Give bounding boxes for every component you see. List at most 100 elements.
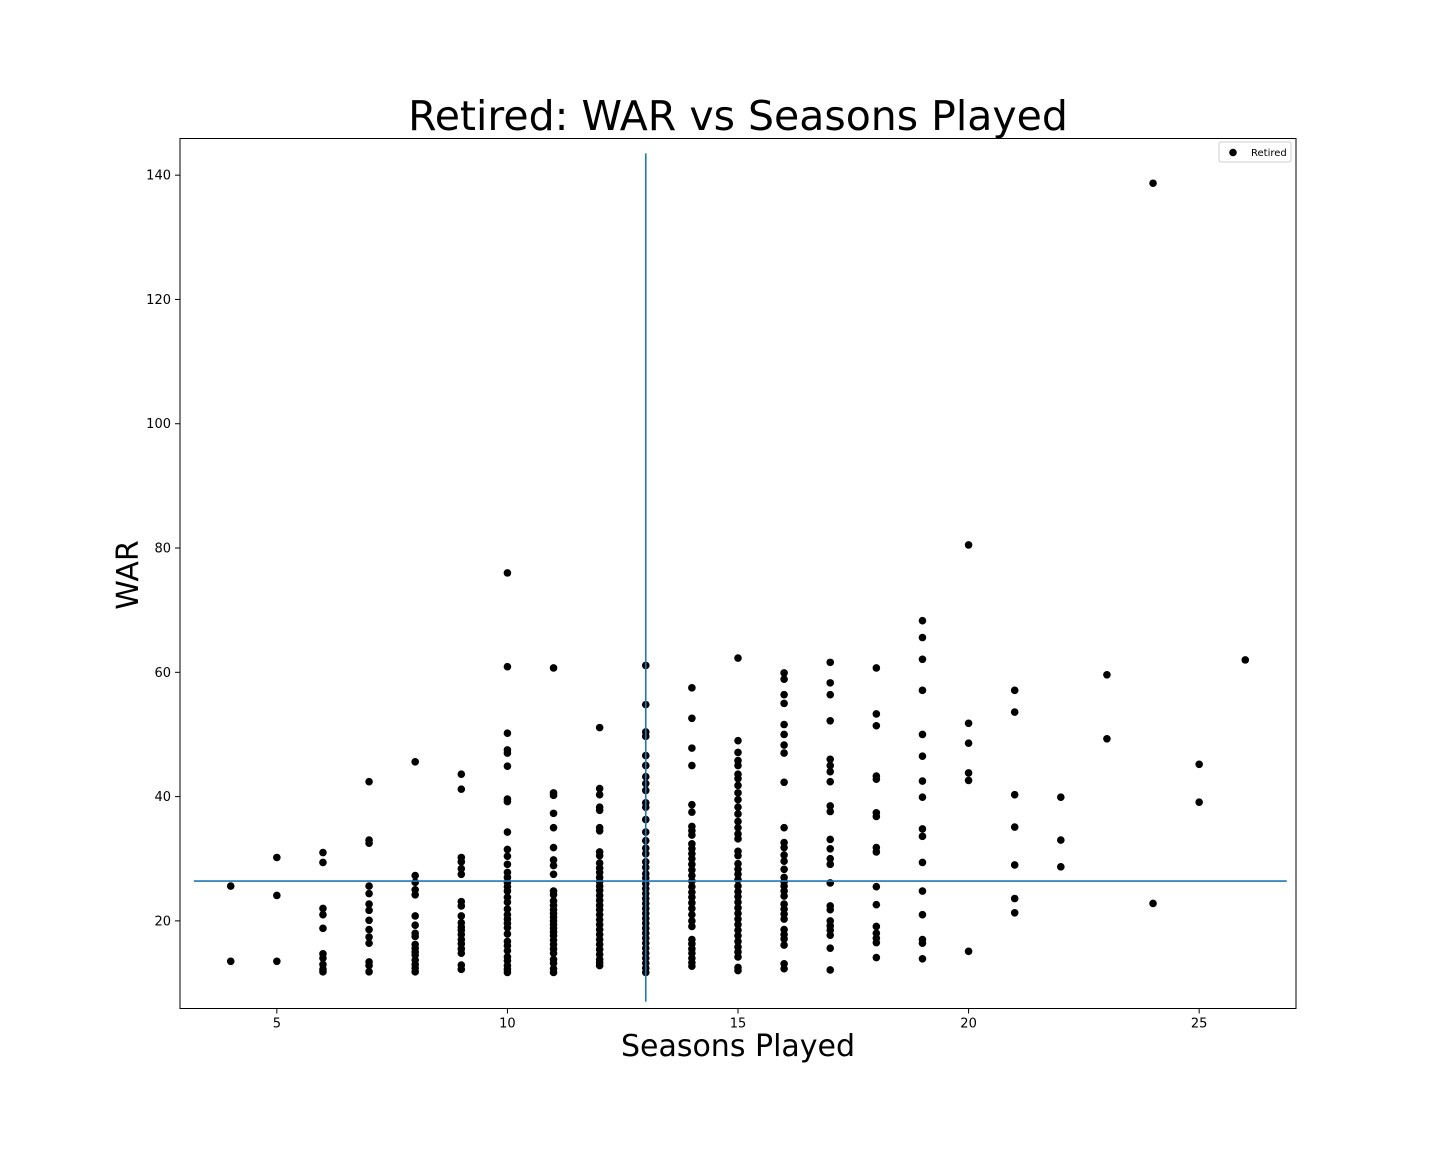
data-point xyxy=(918,633,927,642)
data-point xyxy=(595,826,604,835)
data-point xyxy=(688,904,696,913)
y-tick-label: 140 xyxy=(146,169,171,184)
data-point xyxy=(319,924,327,933)
data-point xyxy=(964,947,973,956)
data-point xyxy=(226,957,235,966)
data-point xyxy=(688,831,696,839)
data-point xyxy=(1103,735,1111,743)
y-tick-label: 120 xyxy=(146,293,171,308)
data-point xyxy=(503,797,512,806)
data-point xyxy=(688,860,696,869)
plot-frame xyxy=(179,138,1297,1009)
data-point xyxy=(457,770,466,779)
data-point xyxy=(273,853,281,862)
data-point xyxy=(964,541,973,549)
data-point xyxy=(457,949,466,957)
data-point xyxy=(872,848,881,856)
data-point xyxy=(688,922,696,931)
data-point xyxy=(688,899,696,907)
data-point xyxy=(918,777,927,785)
data-point xyxy=(826,905,835,914)
y-tick-label: 20 xyxy=(154,914,171,929)
data-point xyxy=(826,679,835,687)
data-point xyxy=(688,808,696,816)
data-point xyxy=(1010,686,1019,695)
data-point xyxy=(688,684,696,692)
data-point xyxy=(918,887,927,895)
data-point xyxy=(1195,798,1203,806)
data-point xyxy=(549,959,558,967)
data-point xyxy=(411,871,419,880)
x-axis-label: Seasons Played xyxy=(621,1029,855,1064)
data-point xyxy=(688,871,696,880)
data-point xyxy=(319,968,327,976)
data-point xyxy=(826,944,835,953)
data-point xyxy=(549,664,558,672)
data-point xyxy=(780,851,788,859)
data-point xyxy=(688,800,696,809)
data-point xyxy=(503,968,512,977)
data-point xyxy=(734,795,742,804)
data-point xyxy=(549,890,558,899)
data-point xyxy=(365,839,373,847)
data-point xyxy=(319,848,327,857)
data-point xyxy=(734,909,742,918)
data-point xyxy=(595,784,604,793)
data-point xyxy=(411,921,419,930)
legend-label: Retired xyxy=(1251,148,1287,159)
data-point xyxy=(549,809,558,818)
data-point xyxy=(826,966,835,974)
data-point xyxy=(964,719,973,728)
data-point xyxy=(273,957,281,966)
data-point xyxy=(457,965,466,974)
data-point xyxy=(688,854,696,863)
y-tick-label: 80 xyxy=(154,542,171,557)
data-point xyxy=(411,912,419,920)
data-point xyxy=(964,739,973,747)
data-point xyxy=(688,917,696,925)
data-point xyxy=(780,675,788,683)
data-point xyxy=(780,699,788,708)
data-point xyxy=(734,835,742,843)
x-tick-label: 20 xyxy=(960,1017,977,1032)
data-point xyxy=(503,762,512,770)
data-point xyxy=(780,935,788,943)
data-point xyxy=(319,910,327,919)
data-point xyxy=(918,616,927,625)
data-point xyxy=(595,790,604,799)
data-point xyxy=(918,655,927,664)
data-point xyxy=(918,939,927,948)
data-point xyxy=(826,767,835,776)
data-point xyxy=(826,835,835,844)
data-point xyxy=(780,730,788,739)
data-point xyxy=(688,962,696,971)
data-point xyxy=(826,761,835,770)
data-point xyxy=(503,662,512,671)
data-point xyxy=(1010,894,1019,903)
data-point xyxy=(872,664,881,672)
data-point xyxy=(826,658,835,667)
data-point xyxy=(688,866,696,874)
data-point xyxy=(503,898,512,907)
data-point xyxy=(226,882,235,890)
data-point xyxy=(1149,899,1157,908)
data-point xyxy=(734,931,742,940)
data-point xyxy=(918,825,927,833)
data-point xyxy=(918,910,927,919)
data-point xyxy=(872,721,881,730)
data-point xyxy=(734,937,742,946)
data-point xyxy=(734,781,742,790)
data-point xyxy=(688,744,696,752)
data-point xyxy=(1057,836,1065,844)
data-point xyxy=(734,904,742,912)
data-point xyxy=(595,806,604,815)
data-point xyxy=(826,690,835,699)
data-point xyxy=(549,861,558,870)
data-point xyxy=(826,802,835,810)
legend: Retired xyxy=(1218,141,1292,163)
data-point xyxy=(734,966,742,975)
x-tick-label: 5 xyxy=(273,1017,281,1032)
